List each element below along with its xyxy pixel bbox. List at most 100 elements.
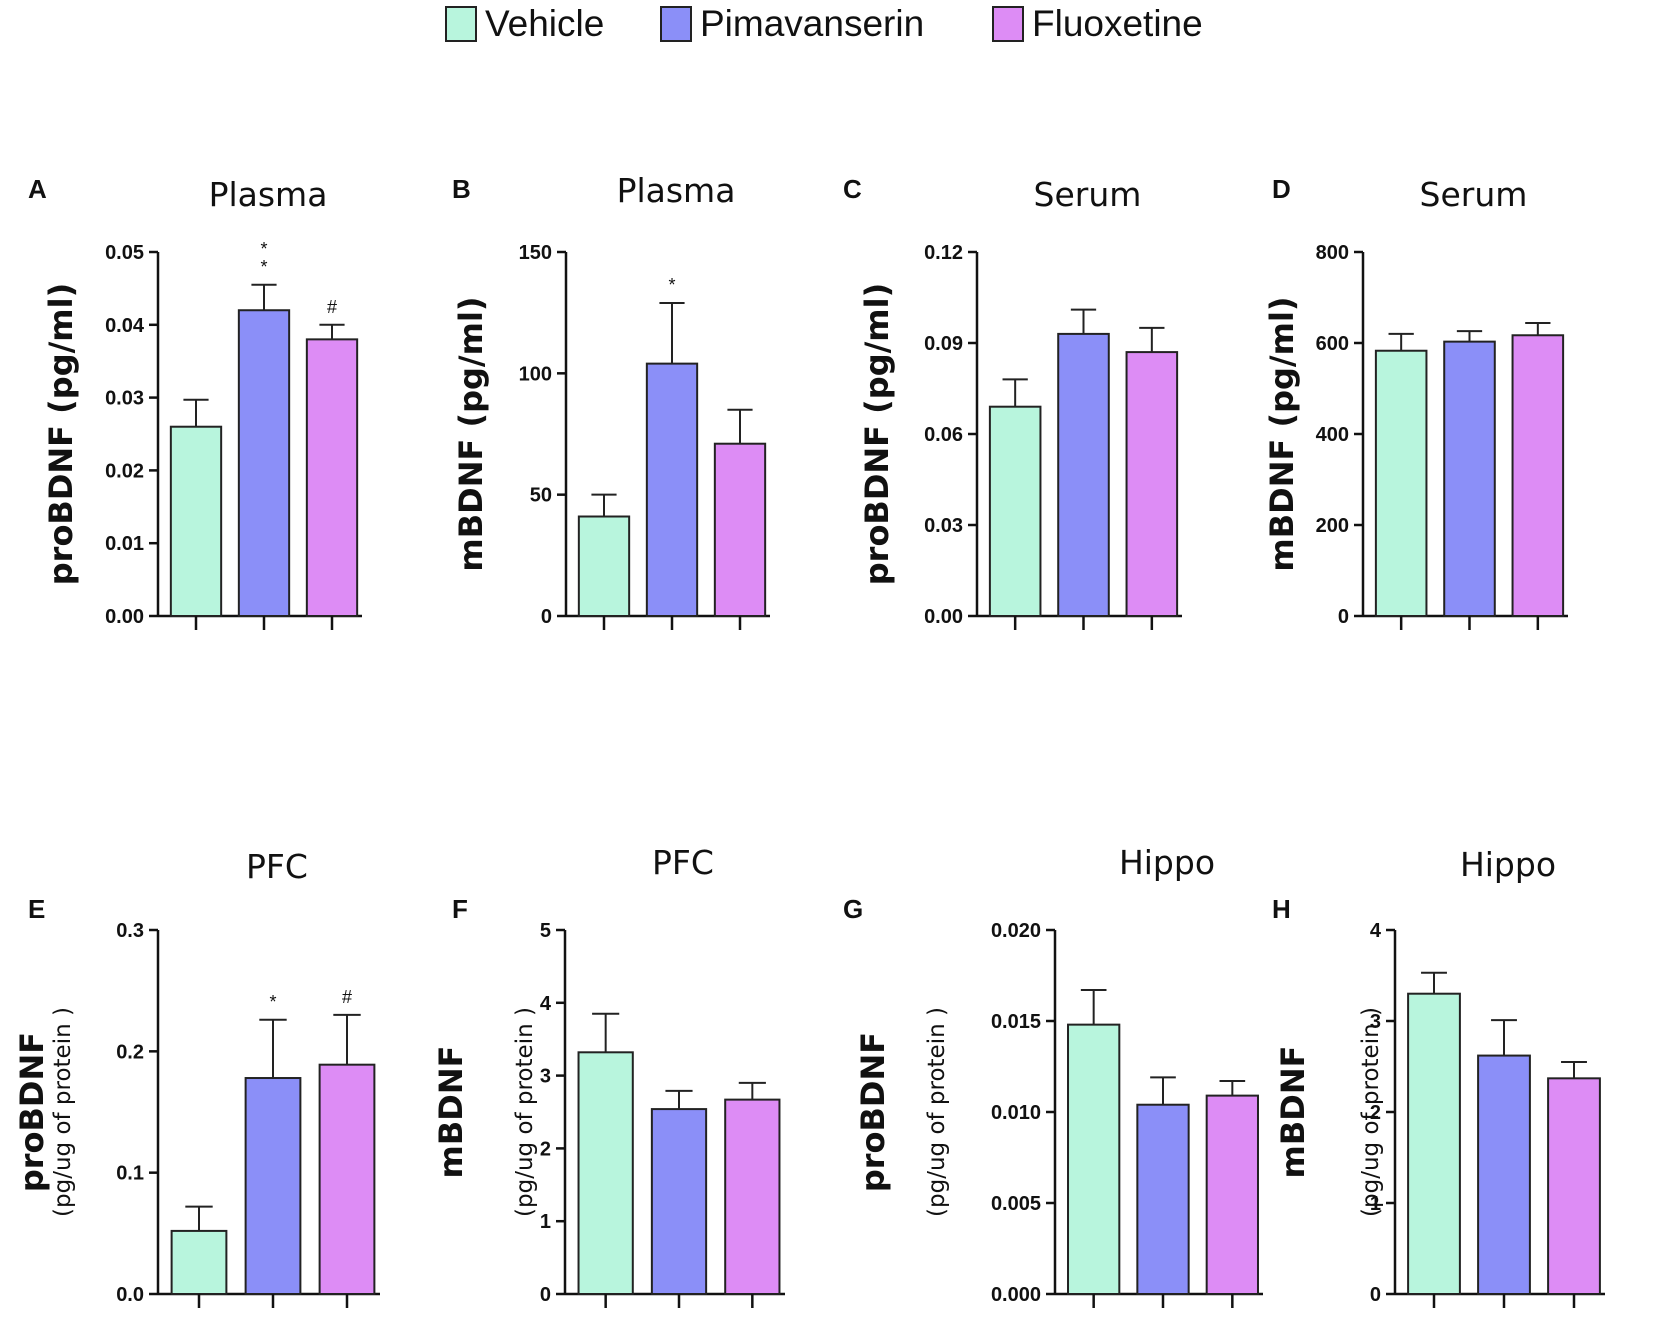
y-tick-label: 3 (1370, 1011, 1381, 1033)
y-axis-label: mBDNF (432, 1046, 470, 1179)
bar-vehicle (988, 405, 1042, 618)
y-axis-label: proBDNF (pg/ml) (858, 283, 896, 585)
y-tick-label: 2 (540, 1138, 551, 1160)
legend-swatch-vehicle (445, 6, 477, 42)
panel-g: G Hippo proBDNF (pg/ug of protein ) 0.000 0.0… (843, 843, 1263, 1308)
legend-swatch-fluoxetine (992, 6, 1024, 42)
panel-title: Serum (1034, 175, 1142, 214)
legend-label-fluoxetine: Fluoxetine (1032, 3, 1203, 44)
y-axis-unit-label: (pg/ug of protein ) (512, 1007, 538, 1217)
y-tick-label: 0.010 (991, 1102, 1041, 1124)
y-tick-label: 200 (1316, 515, 1349, 537)
y-tick-label: 0.06 (924, 424, 963, 446)
significance-marker: * (260, 239, 267, 259)
panel-b: B Plasma mBDNF (pg/ml) 0 50 100 150 * (452, 171, 770, 630)
panel-letter: H (1272, 894, 1291, 924)
y-tick-label: 0.020 (991, 920, 1041, 942)
y-tick-label: 0.03 (924, 515, 963, 537)
panel-f: F PFC mBDNF (pg/ug of protein ) 0 1 2 3 4 5 (432, 843, 785, 1308)
legend-swatch-pimavanserin (660, 6, 692, 42)
y-axis-label: mBDNF (1274, 1046, 1312, 1179)
y-tick-label: 800 (1316, 242, 1349, 264)
y-tick-label: 0 (1338, 606, 1349, 628)
y-tick-label: 0.0 (116, 1284, 144, 1306)
bar-vehicle (1407, 992, 1461, 1295)
bar-fluoxetine (305, 338, 359, 617)
bar-fluoxetine (1511, 334, 1565, 617)
panel-letter: B (452, 174, 471, 204)
legend-item-pimavanserin: Pimavanserin (660, 3, 925, 44)
legend-label-pimavanserin: Pimavanserin (700, 3, 925, 44)
panel-e: E PFC proBDNF (pg/ug of protein ) 0.0 0.1 0.2 0… (13, 847, 380, 1308)
panel-letter: F (452, 894, 468, 924)
bar-vehicle (169, 425, 223, 617)
bar-vehicle (577, 515, 631, 617)
significance-marker: # (342, 987, 352, 1007)
panel-title: Plasma (617, 171, 736, 210)
y-tick-label: 0 (540, 1284, 551, 1306)
y-tick-label: 0.02 (105, 460, 144, 482)
panel-title: Plasma (209, 175, 328, 214)
y-axis-label: mBDNF (pg/ml) (1263, 296, 1301, 571)
legend: Vehicle Pimavanserin Fluoxetine (0, 0, 1654, 60)
y-tick-label: 0 (1370, 1284, 1381, 1306)
y-tick-label: 0.000 (991, 1284, 1041, 1306)
y-tick-label: 4 (1370, 920, 1382, 942)
bar-fluoxetine (1205, 1094, 1259, 1295)
bar-pimavanserin (650, 1108, 708, 1296)
significance-marker: * (668, 275, 675, 295)
bar-fluoxetine (713, 442, 767, 617)
y-tick-label: 0.04 (105, 315, 145, 337)
y-tick-label: 0.09 (924, 333, 963, 355)
y-axis-label: mBDNF (pg/ml) (452, 296, 490, 571)
y-axis-unit-label: (pg/ug of protein ) (50, 1007, 76, 1217)
bar-fluoxetine (1125, 351, 1179, 617)
y-tick-label: 0.00 (105, 606, 144, 628)
y-tick-label: 0.12 (924, 242, 963, 264)
panel-title: Hippo (1119, 843, 1215, 882)
y-axis-label: proBDNF (pg/ml) (42, 283, 80, 585)
y-tick-label: 1 (1370, 1193, 1381, 1215)
bar-pimavanserin (237, 309, 291, 617)
bar-pimavanserin (244, 1077, 302, 1295)
y-tick-label: 0.03 (105, 388, 144, 410)
panel-letter: A (28, 174, 47, 204)
panel-letter: E (28, 894, 45, 924)
y-tick-label: 0.01 (105, 533, 144, 555)
y-tick-label: 5 (540, 920, 551, 942)
y-tick-label: 600 (1316, 333, 1349, 355)
bar-pimavanserin (1477, 1054, 1531, 1295)
panel-letter: C (843, 174, 862, 204)
bar-vehicle (577, 1051, 634, 1295)
y-axis-label: proBDNF (854, 1032, 892, 1192)
significance-marker: * (269, 992, 276, 1012)
y-tick-label: 4 (540, 993, 552, 1015)
y-tick-label: 0.05 (105, 242, 144, 264)
y-axis-unit-label: (pg/ug of protein ) (1358, 1007, 1384, 1217)
bar-fluoxetine (318, 1063, 376, 1296)
y-tick-label: 0.2 (116, 1041, 144, 1063)
panel-h: H Hippo mBDNF (pg/ug of protein ) 0 1 2 3 4 (1272, 845, 1605, 1308)
panel-title: Hippo (1460, 845, 1556, 884)
significance-marker: # (327, 297, 337, 317)
bar-vehicle (1374, 349, 1428, 617)
y-tick-label: 50 (530, 485, 552, 507)
y-tick-label: 100 (519, 363, 552, 385)
y-tick-label: 3 (540, 1066, 551, 1088)
bar-fluoxetine (724, 1098, 781, 1296)
panel-letter: G (843, 894, 863, 924)
bar-pimavanserin (1057, 332, 1110, 617)
y-axis-label: proBDNF (13, 1032, 51, 1192)
panel-d: D Serum mBDNF (pg/ml) 0 200 400 600 800 (1263, 174, 1568, 630)
bar-vehicle (170, 1229, 228, 1295)
y-tick-label: 0 (541, 606, 552, 628)
bar-fluoxetine (1547, 1077, 1601, 1295)
panel-letter: D (1272, 174, 1291, 204)
legend-item-vehicle: Vehicle (445, 3, 604, 44)
y-tick-label: 0.005 (991, 1193, 1041, 1215)
y-tick-label: 0.015 (991, 1011, 1041, 1033)
panel-title: PFC (246, 847, 308, 886)
y-tick-label: 150 (519, 242, 552, 264)
panel-title: PFC (652, 843, 714, 882)
